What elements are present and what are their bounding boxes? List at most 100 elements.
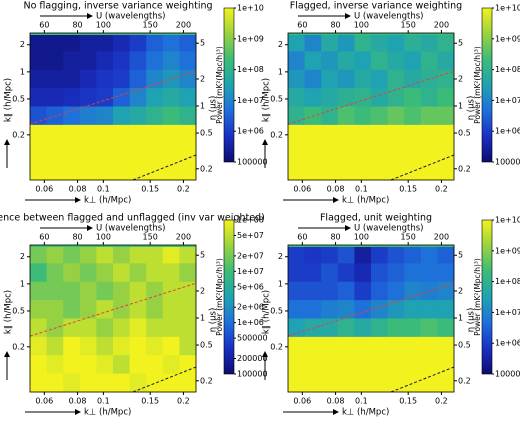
heatmap-cell (404, 282, 421, 301)
heatmap-cell (371, 337, 388, 356)
heatmap-cell (63, 51, 80, 70)
heatmap-cell (421, 125, 438, 144)
heatmap-cell (63, 374, 80, 393)
heatmap-cell (437, 162, 454, 181)
x2-tick-label: 60 (39, 233, 49, 242)
heatmap-cell (388, 88, 405, 107)
panel-title: No flagging, inverse variance weighting (23, 1, 212, 12)
heatmap-cell (163, 51, 180, 70)
heatmap-cell (421, 143, 438, 162)
heatmap-cell (371, 70, 388, 89)
colorbar-tick-label: 5e+07 (237, 231, 264, 240)
heatmap-cell (371, 355, 388, 374)
heatmap-cell (146, 245, 163, 264)
heatmap-cell (338, 245, 355, 264)
heatmap-cell (146, 374, 163, 393)
x2-tick-label: 80 (72, 21, 82, 30)
y-axis-label: k∥ (h/Mpc) (262, 78, 272, 122)
heatmap-cell (47, 263, 64, 282)
y-tick-label: 0.5 (12, 94, 25, 103)
heatmap-cell (146, 355, 163, 374)
heatmap-cell (80, 33, 97, 52)
y-axis-label: k∥ (h/Mpc) (4, 290, 14, 334)
heatmap-cell (146, 107, 163, 126)
heatmap-cell (30, 282, 47, 301)
heatmap-cell (113, 282, 130, 301)
heatmap-cell (321, 282, 338, 301)
heatmap-cell (179, 143, 196, 162)
heatmap-cell (80, 245, 97, 264)
heatmap-cell (404, 70, 421, 89)
heatmap-cell (338, 355, 355, 374)
y-tick-label: 2 (278, 40, 283, 49)
y-tick-label: 1 (20, 67, 25, 76)
heatmap-cell (338, 319, 355, 338)
heatmap-cell (305, 70, 322, 89)
heatmap-cell (354, 263, 371, 282)
heatmap-cell (321, 300, 338, 319)
colorbar-tick-label: 200000 (237, 354, 268, 363)
x2-tick-label: 150 (401, 233, 416, 242)
x-tick-label: 0.06 (293, 397, 311, 406)
heatmap-cell (63, 33, 80, 52)
colorbar-tick-label: 1e+08 (237, 216, 264, 225)
y-tick-label: 2 (20, 40, 25, 49)
heatmap-cell (113, 263, 130, 282)
heatmap-cell (47, 33, 64, 52)
heatmap-cell (354, 300, 371, 319)
heatmap-cell (388, 245, 405, 264)
heatmap-cell (371, 51, 388, 70)
heatmap-cell (96, 107, 113, 126)
heatmap-cell (338, 33, 355, 52)
heatmap-cell (404, 337, 421, 356)
heatmap-cell (179, 374, 196, 393)
colorbar-tick-label: 1e+07 (495, 308, 520, 317)
heatmap-cell (63, 282, 80, 301)
heatmap-cell (388, 51, 405, 70)
heatmap-cell (47, 51, 64, 70)
heatmap-cell (354, 245, 371, 264)
heatmap-cell (404, 143, 421, 162)
heatmap-cell (288, 263, 305, 282)
x2-tick-label: 150 (401, 21, 416, 30)
heatmap-cell (371, 263, 388, 282)
heatmap-cell (130, 143, 147, 162)
colorbar-tick-label: 1e+10 (495, 4, 520, 13)
heatmap-cell (113, 33, 130, 52)
colorbar-tick-label: 2e+07 (237, 251, 264, 260)
heatmap-cell (388, 300, 405, 319)
heatmap-cell (179, 33, 196, 52)
heatmap-cell (130, 337, 147, 356)
heatmap-cell (321, 33, 338, 52)
heatmap-cell (321, 51, 338, 70)
heatmap-cell (113, 374, 130, 393)
heatmap-cell (179, 300, 196, 319)
heatmap-cell (305, 263, 322, 282)
heatmap-cell (421, 337, 438, 356)
heatmap-cell (96, 70, 113, 89)
heatmap-cell (47, 374, 64, 393)
heatmap-cell (354, 125, 371, 144)
heatmap-cell (179, 162, 196, 181)
heatmap-cell (288, 162, 305, 181)
heatmap-cell (47, 300, 64, 319)
y2-tick-label: 0.2 (458, 164, 471, 173)
heatmap-cell (305, 355, 322, 374)
colorbar (482, 8, 492, 162)
y2-tick-label: 2 (200, 74, 205, 83)
heatmap-cell (371, 374, 388, 393)
heatmap-cell (321, 125, 338, 144)
colorbar-tick-label: 100000 (495, 370, 520, 379)
x2-tick-label: 100 (96, 21, 111, 30)
heatmap-cell (288, 337, 305, 356)
heatmap-cell (321, 337, 338, 356)
heatmap-cell (96, 162, 113, 181)
heatmap-cell (47, 125, 64, 144)
heatmap-cell (371, 143, 388, 162)
y2-tick-label: 0.5 (200, 129, 213, 138)
colorbar (224, 220, 234, 374)
heatmap-cell (437, 374, 454, 393)
